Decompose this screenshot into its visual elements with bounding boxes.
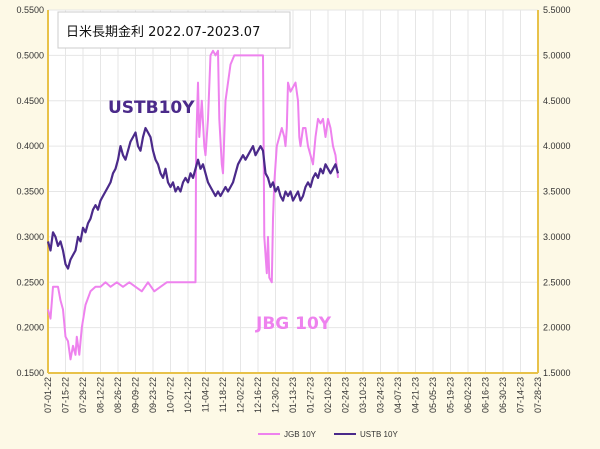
series-layer [46,49,340,361]
x-tick-label: 09-09-22 [131,377,141,413]
left-tick-label: 0.2000 [16,323,44,333]
left-tick-label: 0.3000 [16,232,44,242]
x-tick-label: 12-30-22 [271,377,281,413]
x-tick-label: 12-16-22 [253,377,263,413]
right-tick-label: 2.5000 [543,277,571,287]
title-box [57,11,291,49]
x-tick-label: 07-14-23 [516,377,526,413]
left-tick-label: 0.3500 [16,187,44,197]
x-tick-label: 01-13-23 [288,377,298,413]
x-tick-label: 10-21-22 [183,377,193,413]
x-tick-label: 07-29-22 [78,377,88,413]
x-tick-label: 01-27-23 [306,377,316,413]
right-tick-label: 4.0000 [543,141,571,151]
x-tick-label: 11-18-22 [218,377,228,412]
right-tick-label: 3.0000 [543,232,571,242]
x-tick-label: 06-30-23 [498,377,508,413]
x-tick-label: 12-02-22 [236,377,246,413]
legend-label-jgb: JGB 10Y [284,430,317,439]
x-tick-label: 04-21-23 [411,377,421,413]
right-tick-label: 4.5000 [543,96,571,106]
x-tick-label: 02-10-23 [323,377,333,413]
series-line-ustb [46,126,340,270]
x-tick-label: 08-26-22 [113,377,123,413]
tick-labels: 0.1500 1.5000 0.2000 2.0000 0.2500 2.5000 0.30… [16,5,570,413]
x-tick-label: 05-19-23 [446,377,456,413]
x-tick-label: 03-24-23 [376,377,386,413]
series-line-jgb [47,49,339,361]
right-tick-label: 1.5000 [543,368,571,378]
right-tick-label: 3.5000 [543,187,571,197]
x-tick-label: 07-01-22 [43,377,53,413]
x-tick-label: 07-15-22 [61,377,71,413]
left-tick-label: 0.5000 [16,50,44,60]
x-tick-label: 10-07-22 [166,377,176,413]
x-tick-label: 04-07-23 [393,377,403,413]
left-tick-label: 0.4000 [16,141,44,151]
right-tick-label: 5.5000 [543,5,571,15]
legend-label-ustb: USTB 10Y [360,430,398,439]
left-tick-label: 0.2500 [16,277,44,287]
right-tick-label: 2.0000 [543,323,571,333]
x-tick-label: 03-10-23 [358,377,368,413]
x-tick-label: 06-02-23 [463,377,473,413]
left-tick-label: 0.1500 [16,368,44,378]
x-tick-label: 09-23-22 [148,377,158,413]
left-tick-label: 0.5500 [16,5,44,15]
x-tick-label: 05-05-23 [428,377,438,413]
x-tick-label: 06-16-23 [481,377,491,413]
x-tick-label: 02-24-23 [341,377,351,413]
ustb-annotation: USTB10Y [108,98,195,118]
x-tick-label: 08-12-22 [96,377,106,413]
chart-title: 日米長期金利 2022.07-2023.07 [66,24,260,40]
left-tick-label: 0.4500 [16,96,44,106]
x-tick-label: 07-28-23 [533,377,543,413]
x-tick-label: 11-04-22 [201,377,211,412]
right-tick-label: 5.0000 [543,50,571,60]
legend: JGB 10Y USTB 10Y [258,430,398,439]
jgb-annotation: JBG 10Y [255,314,332,334]
